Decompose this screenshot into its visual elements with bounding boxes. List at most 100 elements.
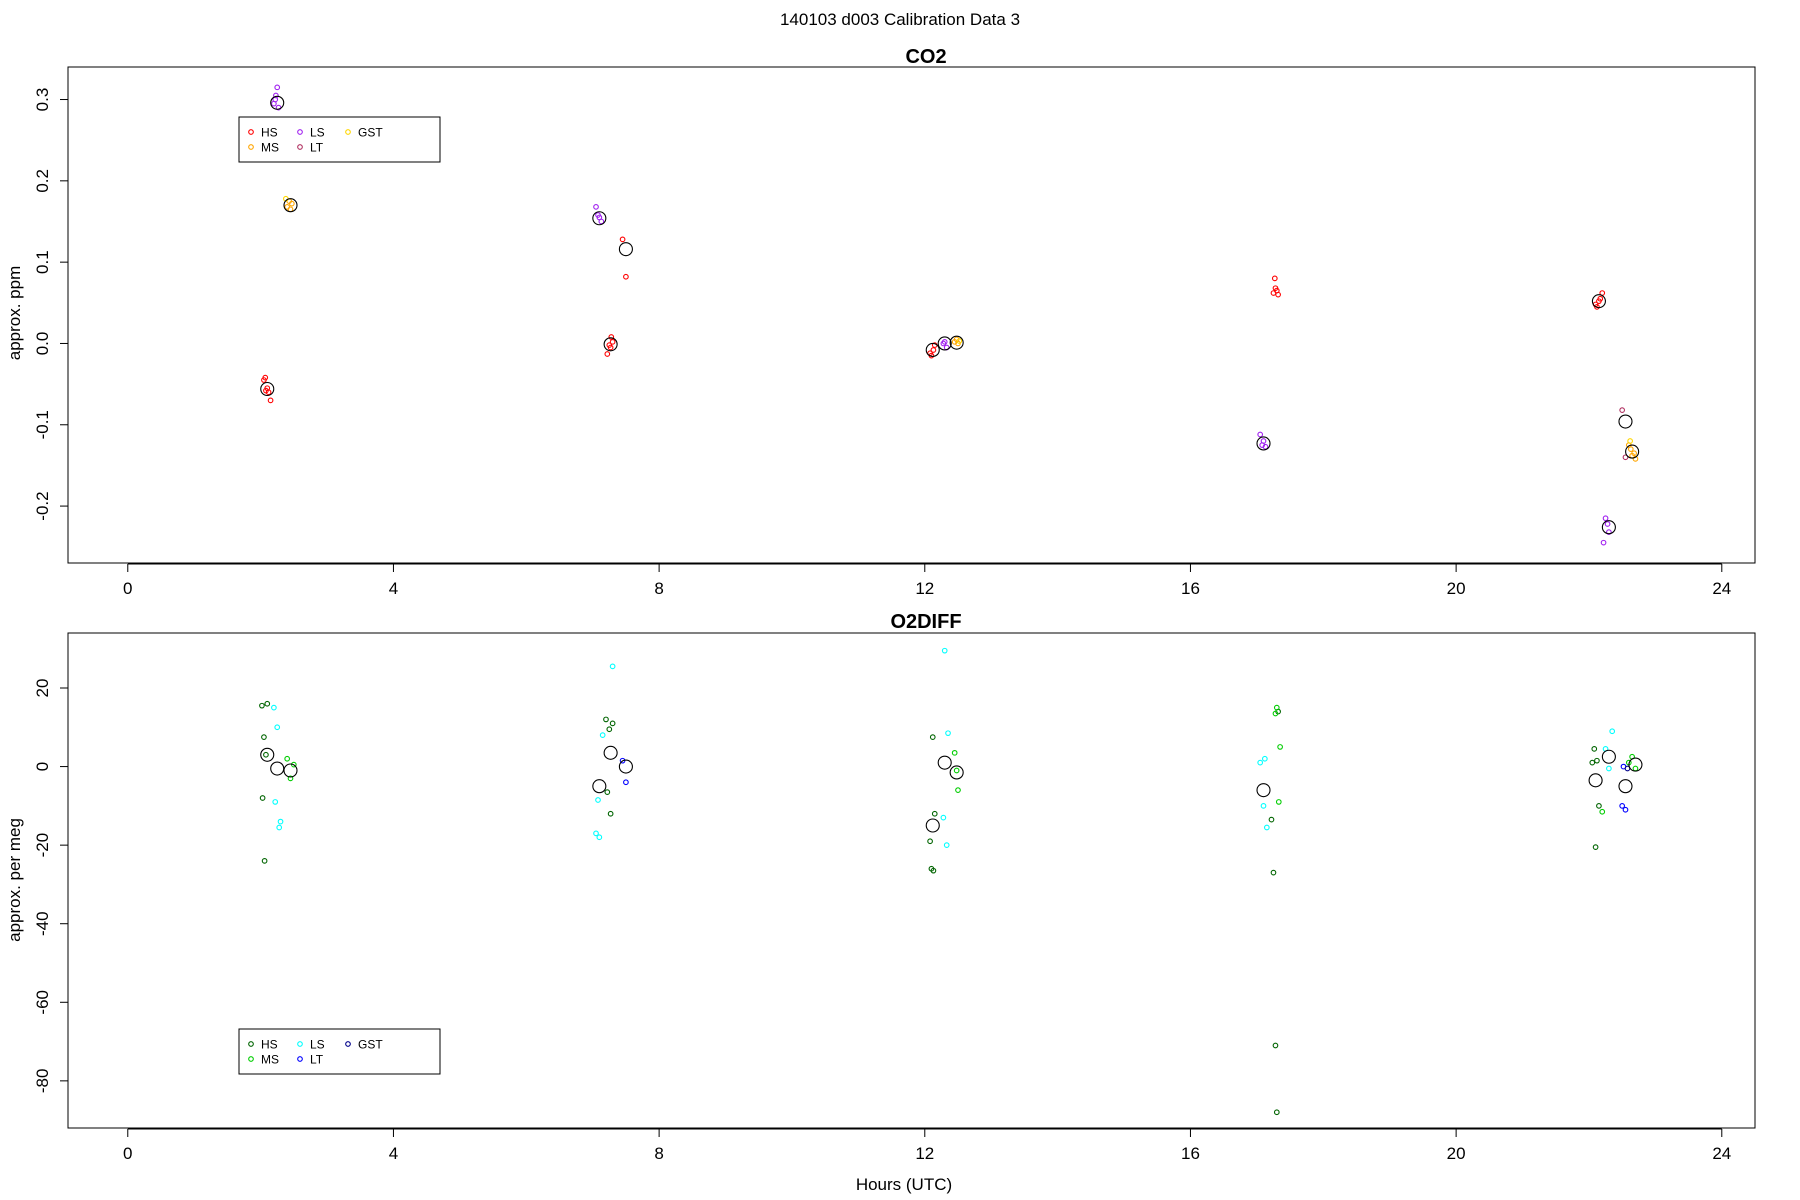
co2-y-tick-label: -0.1 <box>33 410 52 439</box>
o2diff-mean-marker <box>1588 773 1603 788</box>
o2diff-x-tick-label: 4 <box>389 1144 398 1163</box>
o2diff-x-tick-label: 20 <box>1447 1144 1466 1163</box>
o2diff-legend-marker-ls <box>297 1041 303 1047</box>
o2diff-point-hs <box>930 867 937 874</box>
co2-panel-title: CO2 <box>905 46 946 68</box>
o2diff-point-hs <box>261 734 267 740</box>
o2diff-point-ms <box>1632 765 1639 772</box>
co2-legend-marker-ms <box>248 144 254 150</box>
co2-mean-marker <box>270 95 285 110</box>
co2-mean-marker <box>1601 520 1616 535</box>
co2-point-hs <box>1597 295 1604 302</box>
co2-y-axis-label: approx. ppm <box>5 266 24 361</box>
o2diff-point-ls <box>609 663 616 670</box>
co2-point-ls <box>274 84 281 91</box>
o2diff-y-tick-label: -40 <box>33 911 52 936</box>
o2diff-point-hs <box>931 810 938 817</box>
co2-y-tick-label: 0.1 <box>33 250 52 274</box>
o2diff-point-ls <box>943 842 950 848</box>
o2diff-point-ms <box>287 775 294 782</box>
co2-point-ls <box>1606 529 1612 535</box>
o2diff-y-tick-label: -60 <box>33 990 52 1015</box>
co2-point-hs <box>607 344 614 351</box>
o2diff-point-ms <box>951 749 958 756</box>
co2-mean-marker <box>283 198 298 213</box>
o2diff-point-lt <box>1619 803 1626 809</box>
o2diff-point-ls <box>595 797 601 803</box>
co2-y-tick-label: -0.2 <box>33 491 52 520</box>
o2diff-point-ms <box>1275 799 1282 805</box>
o2diff-point-ms <box>1277 744 1283 750</box>
co2-mean-marker <box>937 336 952 351</box>
o2diff-point-hs <box>603 716 609 723</box>
o2diff-mean-marker <box>283 763 298 778</box>
co2-x-tick-label: 4 <box>389 579 398 598</box>
o2diff-point-hs <box>604 789 611 795</box>
o2diff-mean-marker <box>260 747 275 762</box>
co2-point-ls <box>272 96 279 103</box>
o2diff-point-ls <box>596 834 603 841</box>
o2diff-mean-marker <box>949 765 964 780</box>
co2-point-hs <box>609 338 616 345</box>
o2diff-point-ls <box>274 724 281 731</box>
o2diff-point-ls <box>940 814 947 821</box>
o2diff-legend-label-lt: LT <box>310 1053 324 1067</box>
co2-point-ls <box>598 218 605 225</box>
o2diff-point-hs <box>263 751 269 758</box>
o2diff-y-tick-label: 0 <box>33 762 52 771</box>
o2diff-mean-marker <box>925 818 940 833</box>
o2diff-point-hs <box>261 858 268 864</box>
o2diff-panel-title: O2DIFF <box>890 611 961 633</box>
co2-point-ls <box>1604 521 1611 527</box>
co2-point-ls <box>1602 515 1609 522</box>
o2diff-mean-marker <box>603 745 618 760</box>
o2diff-point-hs <box>1270 869 1277 876</box>
co2-point-ls <box>940 340 947 347</box>
o2diff-point-ls <box>272 799 279 805</box>
o2diff-point-ls <box>271 704 277 711</box>
co2-legend-label-ls: LS <box>310 126 325 140</box>
co2-x-tick-label: 24 <box>1712 579 1731 598</box>
co2-point-gst <box>1627 438 1633 444</box>
o2diff-x-tick-label: 0 <box>123 1144 132 1163</box>
o2diff-point-hs <box>1594 757 1600 764</box>
o2diff-mean-marker <box>937 755 952 770</box>
o2diff-point-ls <box>1606 765 1612 772</box>
o2diff-legend-label-gst: GST <box>358 1038 383 1052</box>
o2diff-point-hs <box>1273 1109 1280 1116</box>
o2diff-point-hs <box>1591 746 1598 752</box>
co2-legend-label-ms: MS <box>261 141 279 155</box>
co2-point-hs <box>264 385 271 392</box>
co2-point-ls <box>593 204 599 210</box>
co2-point-hs <box>262 374 269 381</box>
o2diff-point-ls <box>1257 759 1264 766</box>
figure-title: 140103 d003 Calibration Data 3 <box>779 10 1021 29</box>
o2diff-point-ls <box>1263 824 1270 831</box>
o2diff-point-ms <box>955 787 961 793</box>
o2diff-x-tick-label: 16 <box>1181 1144 1200 1163</box>
o2diff-point-ls <box>599 732 606 738</box>
o2diff-point-ms <box>1272 710 1279 717</box>
o2diff-y-tick-label: -20 <box>33 833 52 858</box>
o2diff-x-tick-label: 24 <box>1712 1144 1731 1163</box>
o2diff-legend-label-ms: MS <box>261 1053 279 1067</box>
o2diff-point-hs <box>264 700 271 707</box>
co2-x-tick-label: 0 <box>123 579 132 598</box>
co2-point-hs <box>623 273 629 280</box>
co2-mean-marker <box>1591 294 1606 309</box>
o2diff-mean-marker <box>1256 783 1271 798</box>
co2-point-hs <box>608 334 615 340</box>
o2diff-y-tick-label: 20 <box>33 679 52 698</box>
x-axis-label: Hours (UTC) <box>856 1175 952 1194</box>
co2-mean-marker <box>949 335 964 350</box>
co2-mean-marker <box>925 342 940 358</box>
o2diff-legend-marker-ms <box>248 1056 254 1062</box>
co2-legend-label-gst: GST <box>358 126 383 140</box>
o2diff-legend-label-ls: LS <box>310 1038 325 1052</box>
o2diff-point-ls <box>1260 803 1267 809</box>
co2-mean-marker <box>1625 444 1640 459</box>
co2-point-hs <box>930 347 937 353</box>
o2diff-point-ms <box>1273 704 1280 711</box>
o2diff-point-ls <box>276 824 283 831</box>
